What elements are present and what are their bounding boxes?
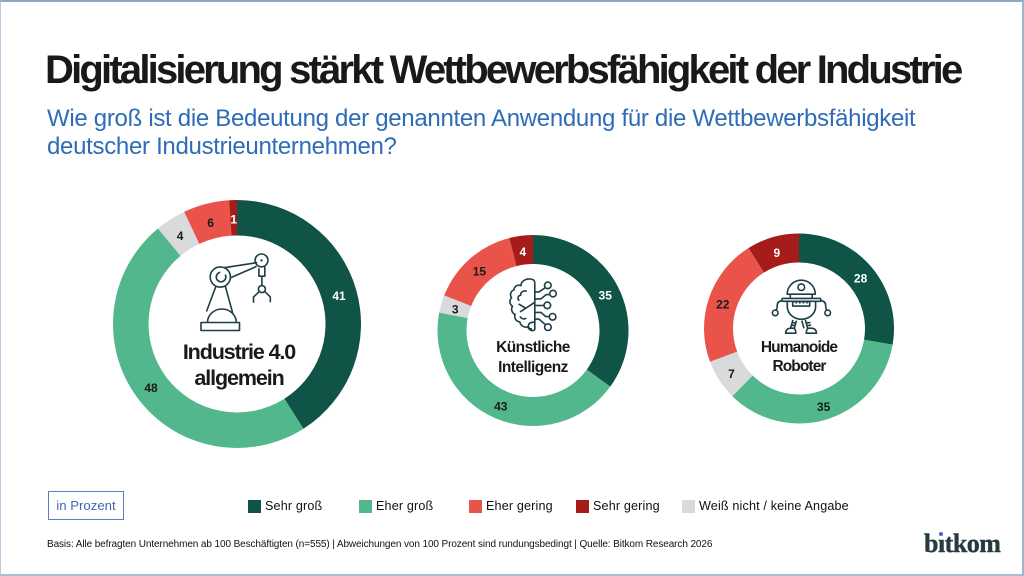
svg-text:35: 35 [599, 288, 613, 302]
svg-text:22: 22 [716, 297, 730, 311]
svg-text:4: 4 [177, 229, 184, 243]
svg-text:15: 15 [473, 264, 487, 278]
svg-text:48: 48 [144, 381, 158, 395]
svg-text:35: 35 [817, 400, 831, 414]
svg-text:4: 4 [519, 245, 526, 259]
svg-text:3: 3 [452, 303, 459, 317]
svg-text:28: 28 [854, 271, 868, 285]
svg-text:6: 6 [207, 216, 214, 230]
svg-text:41: 41 [332, 289, 346, 303]
svg-text:43: 43 [494, 400, 508, 414]
svg-text:1: 1 [230, 213, 237, 227]
svg-text:9: 9 [773, 246, 780, 260]
svg-text:7: 7 [728, 367, 735, 381]
